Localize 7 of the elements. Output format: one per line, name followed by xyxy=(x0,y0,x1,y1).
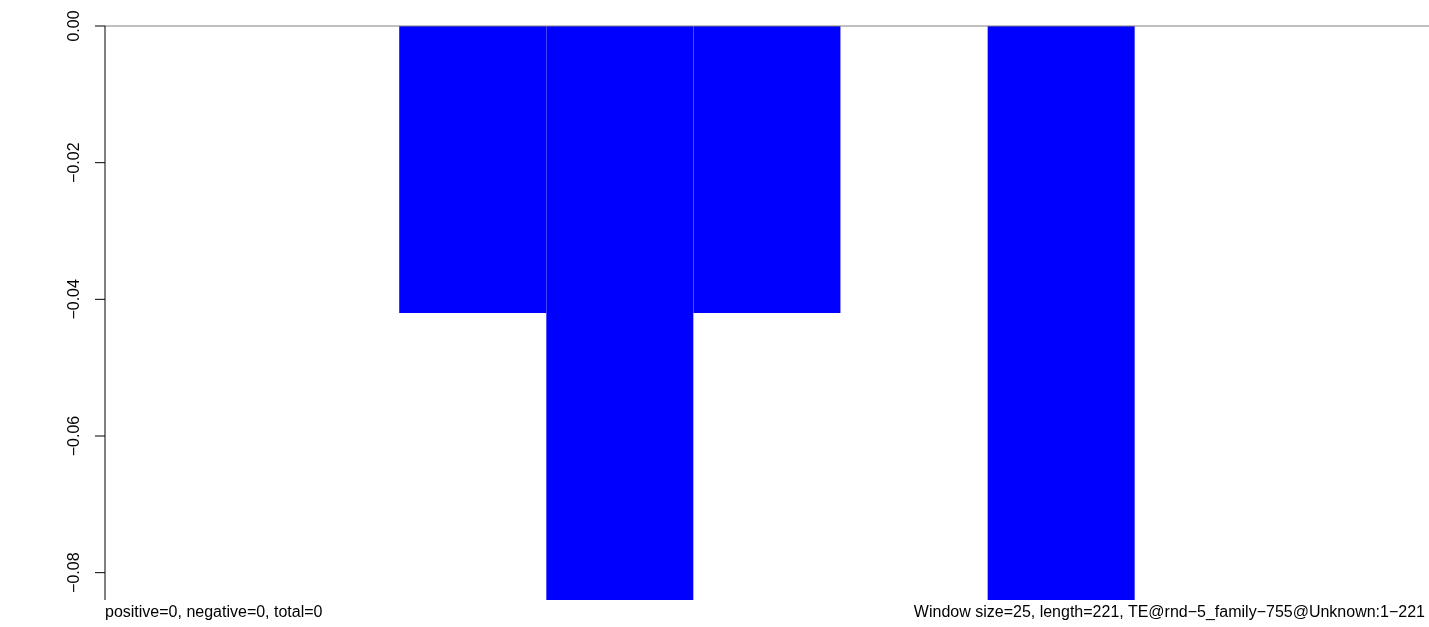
y-tick-label: −0.04 xyxy=(65,278,82,320)
y-tick-label: 0.00 xyxy=(65,10,82,42)
y-tick-label: −0.02 xyxy=(65,142,82,183)
y-tick-label: −0.06 xyxy=(65,415,82,457)
y-tick-label: −0.08 xyxy=(65,552,82,593)
text: positive=0, negative=0, total=0 xyxy=(105,603,323,621)
text: Window size=25, length=221, TE@rnd−5_family−755@Unknown:1−221 xyxy=(913,603,1425,621)
